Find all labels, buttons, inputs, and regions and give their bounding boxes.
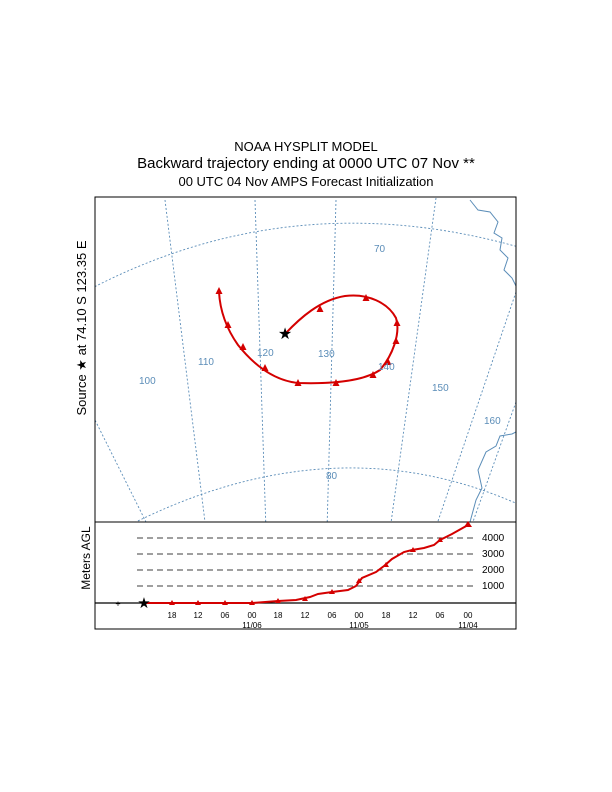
longitude-label-110: 110 bbox=[198, 357, 214, 368]
time-tick: 18 bbox=[168, 611, 177, 620]
height-marker bbox=[437, 537, 443, 542]
height-marker bbox=[356, 578, 362, 583]
height-profile-markers bbox=[169, 521, 472, 605]
trajectory-marker bbox=[316, 305, 324, 312]
latitude-label-70: 70 bbox=[374, 244, 386, 255]
trajectory-marker bbox=[332, 379, 340, 386]
time-tick: 12 bbox=[301, 611, 310, 620]
meridian-150 bbox=[437, 291, 516, 522]
time-axis: 18 12 06 00 18 12 06 00 18 12 06 00 11/0… bbox=[168, 611, 479, 630]
longitude-label-130: 130 bbox=[318, 349, 335, 360]
start-marker-icon: + bbox=[115, 599, 120, 609]
time-tick: 06 bbox=[328, 611, 337, 620]
forecast-initialization: 00 UTC 04 Nov AMPS Forecast Initializati… bbox=[178, 174, 434, 189]
date-label-1106: 11/06 bbox=[242, 621, 262, 630]
source-star-icon-profile: ★ bbox=[137, 595, 150, 612]
meridian-160 bbox=[472, 401, 516, 522]
trajectory-marker bbox=[392, 337, 400, 344]
trajectory-marker bbox=[362, 294, 370, 301]
height-marker bbox=[222, 600, 228, 605]
trajectory-marker bbox=[239, 343, 247, 350]
height-label-1000: 1000 bbox=[482, 581, 505, 592]
time-tick: 00 bbox=[464, 611, 473, 620]
time-tick: 00 bbox=[355, 611, 364, 620]
height-marker bbox=[383, 562, 389, 567]
trajectory-marker bbox=[384, 358, 392, 365]
height-marker bbox=[302, 596, 308, 601]
height-marker bbox=[195, 600, 201, 605]
map-frame bbox=[94, 196, 517, 523]
source-star-icon: ★ bbox=[278, 326, 292, 343]
time-tick: 06 bbox=[436, 611, 445, 620]
height-marker bbox=[249, 600, 255, 605]
time-tick: 00 bbox=[248, 611, 257, 620]
meridian-120 bbox=[254, 199, 267, 522]
height-label-2000: 2000 bbox=[482, 565, 505, 576]
trajectory-marker bbox=[224, 321, 232, 328]
time-tick: 12 bbox=[409, 611, 418, 620]
profile-frame bbox=[94, 521, 517, 630]
longitude-label-140: 140 bbox=[378, 362, 395, 373]
meridian-110 bbox=[164, 199, 206, 522]
latitude-circle-80 bbox=[134, 467, 516, 522]
longitude-label-100: 100 bbox=[139, 376, 156, 387]
longitude-label-150: 150 bbox=[432, 383, 449, 394]
height-marker bbox=[410, 547, 416, 552]
trajectory-marker bbox=[294, 379, 302, 386]
height-reference-lines bbox=[137, 537, 474, 587]
trajectory-path bbox=[218, 291, 399, 385]
time-tick: 18 bbox=[382, 611, 391, 620]
time-tick: 12 bbox=[194, 611, 203, 620]
height-marker bbox=[464, 521, 472, 527]
trajectory-markers bbox=[215, 287, 401, 386]
height-marker bbox=[329, 589, 335, 594]
meridian-100 bbox=[95, 418, 147, 522]
date-label-1104: 11/04 bbox=[458, 621, 478, 630]
date-label-1105: 11/05 bbox=[349, 621, 369, 630]
trajectory-marker bbox=[369, 371, 377, 378]
height-marker bbox=[275, 598, 281, 603]
trajectory-marker bbox=[261, 364, 269, 371]
height-marker bbox=[169, 600, 175, 605]
trajectory-marker bbox=[215, 287, 223, 294]
meridian-130 bbox=[326, 199, 337, 522]
height-profile-line bbox=[144, 524, 469, 604]
longitude-label-120: 120 bbox=[257, 348, 274, 359]
map-area: ★ 70 80 100 110 120 130 140 150 160 bbox=[95, 197, 516, 522]
latitude-label-80: 80 bbox=[326, 471, 338, 482]
coastline-southeast bbox=[469, 431, 516, 522]
trajectory-marker bbox=[393, 319, 401, 326]
height-label-4000: 4000 bbox=[482, 533, 505, 544]
latitude-circle-70 bbox=[95, 222, 516, 288]
height-label-3000: 3000 bbox=[482, 549, 505, 560]
time-tick: 18 bbox=[274, 611, 283, 620]
longitude-label-160: 160 bbox=[484, 416, 501, 427]
meridian-140 bbox=[390, 197, 437, 522]
time-tick: 06 bbox=[221, 611, 230, 620]
trajectory-title: Backward trajectory ending at 0000 UTC 0… bbox=[137, 155, 475, 172]
coastline-northeast bbox=[469, 199, 516, 287]
model-title: NOAA HYSPLIT MODEL bbox=[234, 139, 378, 154]
